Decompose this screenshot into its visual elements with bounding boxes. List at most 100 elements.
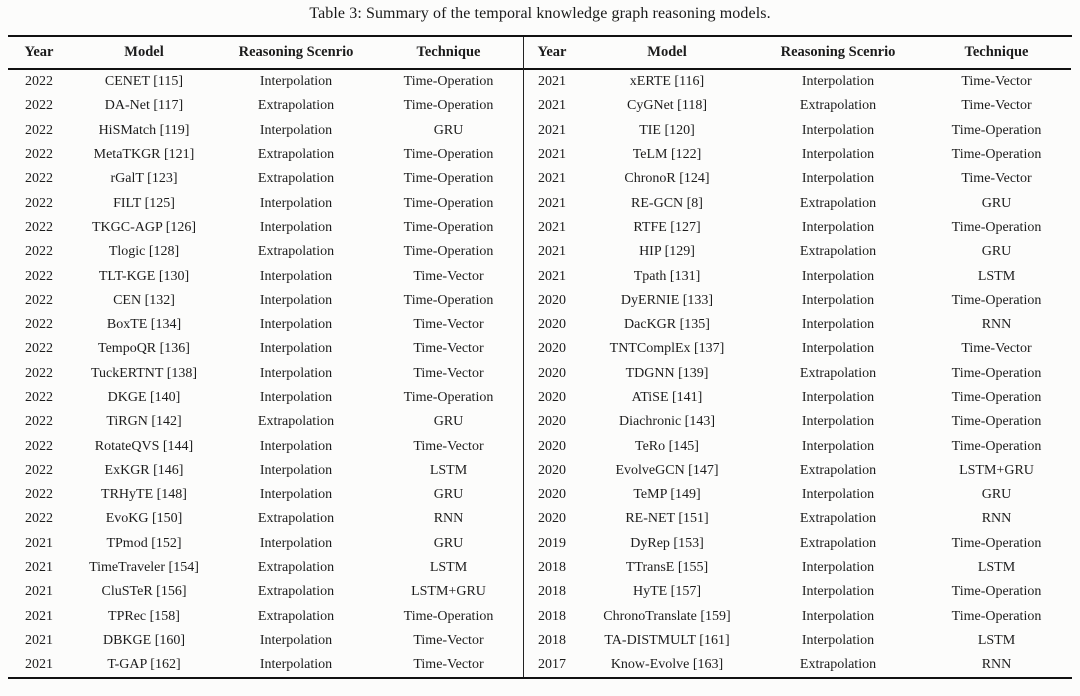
model-cell: xERTE [116] [629,74,705,90]
technique-cell: LSTM+GRU [411,584,486,600]
year-cell: 2020 [538,390,566,405]
model-cell: TTransE [155] [625,560,709,576]
year-cell: 2022 [25,98,53,114]
model-cell: DBKGE [160] [102,632,186,648]
scenario-cell: Interpolation [801,171,875,187]
scenario-cell: Interpolation [801,292,875,308]
technique-cell: Time-Operation [403,98,494,114]
model-cell: ExKGR [146] [104,462,184,478]
table-row: 2022 TKGC-AGP [126] Interpolation Time-Oper… [8,216,523,240]
technique-cell: Time-Operation [951,390,1042,405]
scenario-cell: Interpolation [801,268,875,284]
scenario-cell: Interpolation [259,632,333,648]
year-cell: 2022 [25,414,53,430]
table-row: 2022 BoxTE [134] Interpolation Time-Vector [8,313,523,337]
scenario-cell: Interpolation [259,195,333,211]
model-cell: rGalT [123] [110,171,178,187]
scenario-cell: Extrapolation [799,195,877,211]
model-cell: CEN [132] [113,292,175,308]
scenario-cell: Extrapolation [257,98,335,114]
year-cell: 2022 [25,244,53,260]
scenario-cell: Extrapolation [799,244,877,260]
technique-cell: LSTM [429,462,468,478]
year-cell: 2022 [25,292,53,308]
technique-cell: Time-Operation [403,390,494,405]
table-row: 2022 TuckERTNT [138] Interpolation Time-Vec… [8,362,523,386]
table-row: 2021 DBKGE [160] Interpolation Time-Vector [8,629,523,653]
year-cell: 2022 [25,317,53,333]
table-row: 2021 xERTE [116] Interpolation Time-Vector [524,70,1071,94]
model-cell: DyERNIE [133] [620,292,714,308]
year-cell: 2021 [538,171,566,187]
technique-cell: GRU [433,535,464,551]
model-cell: BoxTE [134] [106,317,182,333]
column-header-model: Model [647,44,687,60]
year-cell: 2018 [538,584,566,600]
table-row: 2018 TTransE [155] Interpolation LSTM [524,556,1071,580]
technique-cell: Time-Operation [403,147,494,163]
scenario-cell: Extrapolation [257,147,335,163]
table-row: 2021 TimeTraveler [154] Extrapolation LSTM [8,556,523,580]
model-cell: TeRo [145] [635,438,699,454]
year-cell: 2021 [25,584,53,600]
year-cell: 2020 [538,487,566,503]
year-cell: 2021 [538,195,566,211]
technique-cell: Time-Operation [403,195,494,211]
technique-cell: LSTM [977,268,1016,284]
model-cell: RE-NET [151] [625,511,709,527]
technique-cell: LSTM [429,560,468,576]
scenario-cell: Interpolation [259,268,333,284]
year-cell: 2020 [538,511,566,527]
model-cell: TimeTraveler [154] [89,560,199,576]
year-cell: 2022 [25,74,53,90]
scenario-cell: Interpolation [259,74,333,90]
table-row: 2022 Tlogic [128] Extrapolation Time-Operat… [8,240,523,264]
model-cell: ATiSE [141] [631,390,703,405]
scenario-cell: Interpolation [801,632,875,648]
model-cell: TiRGN [142] [106,414,182,430]
technique-cell: RNN [433,511,464,527]
column-header-technique: Technique [964,44,1029,60]
table-row: 2021 TIE [120] Interpolation Time-Operation [524,119,1071,143]
table-row: 2021 RTFE [127] Interpolation Time-Operatio… [524,216,1071,240]
model-cell: TPmod [152] [106,535,182,551]
model-cell: CyGNet [118] [627,98,707,114]
model-cell: FILT [125] [113,195,175,211]
table-row: 2020 Diachronic [143] Interpolation Time-Op… [524,410,1071,434]
scenario-cell: Interpolation [801,438,875,454]
year-cell: 2021 [25,560,53,576]
technique-cell: GRU [981,195,1012,211]
scenario-cell: Extrapolation [799,462,877,478]
scenario-cell: Interpolation [259,487,333,503]
model-cell: DacKGR [135] [624,317,710,333]
year-cell: 2021 [538,122,566,138]
scenario-cell: Interpolation [801,390,875,405]
year-cell: 2021 [25,535,53,551]
table-row: 2018 TA-DISTMULT [161] Interpolation LSTM [524,629,1071,653]
technique-cell: Time-Operation [403,219,494,235]
scenario-cell: Interpolation [801,317,875,333]
scenario-cell: Interpolation [801,341,875,357]
year-cell: 2020 [538,438,566,454]
technique-cell: GRU [433,414,464,430]
model-cell: Tpath [131] [633,268,701,284]
model-cell: CENET [115] [104,74,184,90]
column-header-year: Year [24,44,54,60]
technique-cell: Time-Vector [413,341,484,357]
year-cell: 2017 [538,657,566,673]
scenario-cell: Interpolation [801,560,875,576]
technique-cell: Time-Vector [413,365,484,381]
technique-cell: Time-Operation [951,608,1042,624]
scenario-cell: Interpolation [259,292,333,308]
table-row: 2022 EvoKG [150] Extrapolation RNN [8,507,523,531]
year-cell: 2022 [25,219,53,235]
model-cell: RotateQVS [144] [94,438,194,454]
table-header-row: Year Model Reasoning Scenrio Technique [8,37,523,70]
year-cell: 2022 [25,268,53,284]
model-cell: HyTE [157] [632,584,702,600]
year-cell: 2021 [538,219,566,235]
year-cell: 2022 [25,147,53,163]
scenario-cell: Interpolation [801,584,875,600]
table-row: 2021 TPRec [158] Extrapolation Time-Operati… [8,605,523,629]
